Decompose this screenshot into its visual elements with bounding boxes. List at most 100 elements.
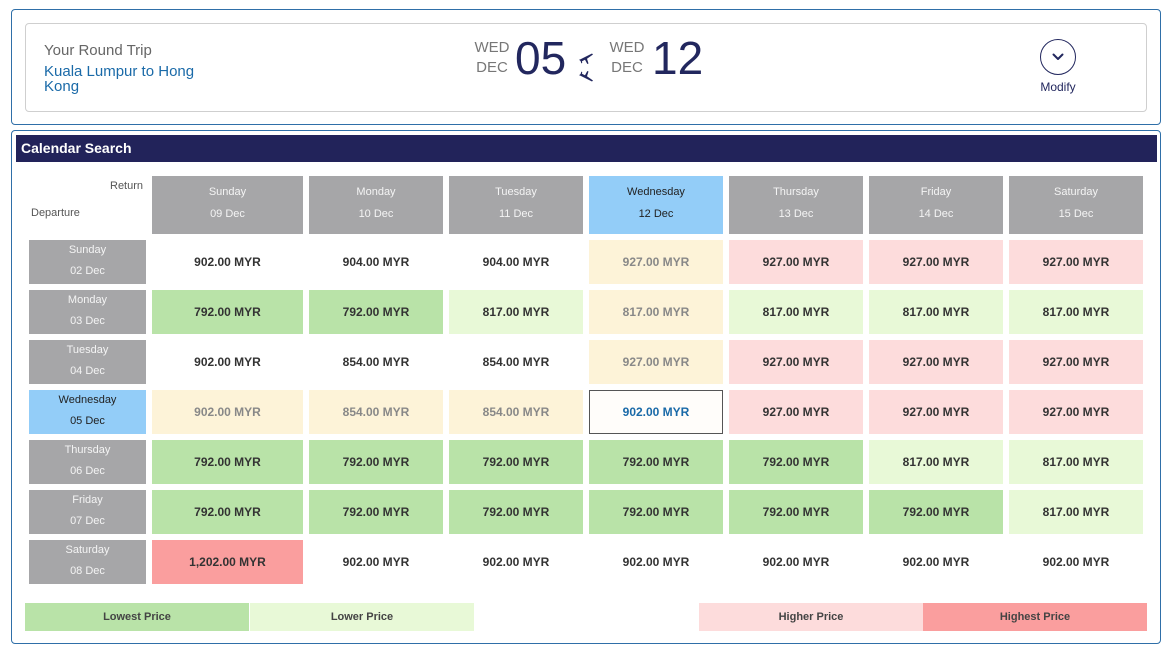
price-cell[interactable]: 902.00 MYR xyxy=(869,540,1003,584)
price-cell[interactable]: 902.00 MYR xyxy=(152,240,303,284)
trip-summary-card: Your Round Trip Kuala Lumpur to Hong Kon… xyxy=(25,23,1147,112)
modify-label[interactable]: Modify xyxy=(1040,80,1076,94)
return-date-label: 14 Dec xyxy=(918,208,954,220)
price-cell[interactable]: 854.00 MYR xyxy=(449,340,583,384)
return-weekday-month: WED DEC xyxy=(607,38,647,78)
price-cell[interactable]: 792.00 MYR xyxy=(449,490,583,534)
modify-button[interactable]: Modify xyxy=(1024,38,1092,94)
departure-month: DEC xyxy=(476,59,508,76)
modify-toggle[interactable] xyxy=(1040,39,1076,75)
departure-date-label: 07 Dec xyxy=(70,515,105,527)
price-cell[interactable]: 792.00 MYR xyxy=(152,490,303,534)
price-cell[interactable]: 817.00 MYR xyxy=(729,290,863,334)
price-cell[interactable]: 817.00 MYR xyxy=(869,440,1003,484)
price-cell[interactable]: 902.00 MYR xyxy=(152,390,303,434)
price-cell[interactable]: 792.00 MYR xyxy=(589,440,723,484)
return-column-header: Wednesday 12 Dec xyxy=(589,176,723,234)
price-cell[interactable]: 927.00 MYR xyxy=(729,240,863,284)
departure-date-label: 06 Dec xyxy=(70,465,105,477)
return-column-header: Saturday 15 Dec xyxy=(1009,176,1143,234)
return-date-label: 13 Dec xyxy=(778,208,814,220)
return-date-label: 11 Dec xyxy=(498,208,534,220)
price-cell[interactable]: 1,202.00 MYR xyxy=(152,540,303,584)
departure-day-name: Friday xyxy=(72,494,103,506)
return-day-name: Tuesday xyxy=(495,186,537,198)
return-column-header: Tuesday 11 Dec xyxy=(449,176,583,234)
price-cell[interactable]: 817.00 MYR xyxy=(589,290,723,334)
return-day-name: Saturday xyxy=(1053,186,1099,198)
calendar-header: Calendar Search xyxy=(16,135,1157,162)
return-day-name: Thursday xyxy=(773,186,819,198)
price-cell[interactable]: 854.00 MYR xyxy=(449,390,583,434)
price-cell[interactable]: 854.00 MYR xyxy=(309,390,443,434)
return-day-name: Monday xyxy=(356,186,396,198)
landing-plane-icon xyxy=(579,71,593,82)
price-cell[interactable]: 927.00 MYR xyxy=(869,240,1003,284)
return-date-label: 15 Dec xyxy=(1058,208,1094,220)
price-cell[interactable]: 792.00 MYR xyxy=(729,490,863,534)
return-column-header: Friday 14 Dec xyxy=(869,176,1003,234)
price-cell[interactable]: 902.00 MYR xyxy=(449,540,583,584)
trip-title: Your Round Trip xyxy=(44,42,152,59)
price-cell[interactable]: 817.00 MYR xyxy=(1009,440,1143,484)
price-cell[interactable]: 902.00 MYR xyxy=(589,390,723,434)
price-cell[interactable]: 792.00 MYR xyxy=(869,490,1003,534)
price-cell[interactable]: 927.00 MYR xyxy=(1009,390,1143,434)
price-cell[interactable]: 927.00 MYR xyxy=(589,340,723,384)
departure-day-name: Sunday xyxy=(68,244,107,256)
legend-lower: Lower Price xyxy=(250,603,474,631)
price-cell[interactable]: 902.00 MYR xyxy=(152,340,303,384)
return-date-label: 12 Dec xyxy=(638,208,674,220)
return-axis-label: Return xyxy=(110,180,144,192)
price-cell[interactable]: 792.00 MYR xyxy=(309,490,443,534)
return-month: DEC xyxy=(611,59,643,76)
legend-lowest: Lowest Price xyxy=(25,603,249,631)
legend-higher: Higher Price xyxy=(699,603,923,631)
price-cell[interactable]: 817.00 MYR xyxy=(449,290,583,334)
departure-row-header: Monday 03 Dec xyxy=(29,290,146,334)
price-cell[interactable]: 792.00 MYR xyxy=(729,440,863,484)
return-day-name: Wednesday xyxy=(627,186,685,198)
price-cell[interactable]: 902.00 MYR xyxy=(589,540,723,584)
price-cell[interactable]: 792.00 MYR xyxy=(152,290,303,334)
price-cell[interactable]: 902.00 MYR xyxy=(1009,540,1143,584)
return-day: 12 xyxy=(652,32,704,84)
return-weekday: WED xyxy=(609,39,645,56)
price-cell[interactable]: 904.00 MYR xyxy=(309,240,443,284)
price-cell[interactable]: 792.00 MYR xyxy=(309,290,443,334)
price-cell[interactable]: 854.00 MYR xyxy=(309,340,443,384)
legend-highest: Highest Price xyxy=(923,603,1147,631)
return-column-header: Thursday 13 Dec xyxy=(729,176,863,234)
price-cell[interactable]: 792.00 MYR xyxy=(152,440,303,484)
departure-axis-label: Departure xyxy=(31,207,80,219)
departure-date-label: 04 Dec xyxy=(70,365,105,377)
price-cell[interactable]: 902.00 MYR xyxy=(729,540,863,584)
departure-weekday: WED xyxy=(474,39,510,56)
departure-row-header: Thursday 06 Dec xyxy=(29,440,146,484)
price-cell[interactable]: 817.00 MYR xyxy=(869,290,1003,334)
calendar-panel: Calendar Search xyxy=(11,130,1161,644)
price-cell[interactable]: 792.00 MYR xyxy=(449,440,583,484)
price-cell[interactable]: 927.00 MYR xyxy=(729,390,863,434)
price-cell[interactable]: 927.00 MYR xyxy=(869,390,1003,434)
departure-day-name: Saturday xyxy=(65,544,110,556)
price-cell[interactable]: 927.00 MYR xyxy=(869,340,1003,384)
price-cell[interactable]: 902.00 MYR xyxy=(309,540,443,584)
price-cell[interactable]: 927.00 MYR xyxy=(1009,340,1143,384)
departure-date-label: 02 Dec xyxy=(70,265,105,277)
price-cell[interactable]: 927.00 MYR xyxy=(729,340,863,384)
price-cell[interactable]: 792.00 MYR xyxy=(589,490,723,534)
chevron-down-icon xyxy=(1052,53,1064,60)
price-cell[interactable]: 927.00 MYR xyxy=(1009,240,1143,284)
departure-row-header: Friday 07 Dec xyxy=(29,490,146,534)
price-cell[interactable]: 792.00 MYR xyxy=(309,440,443,484)
price-cell[interactable]: 817.00 MYR xyxy=(1009,290,1143,334)
price-cell[interactable]: 927.00 MYR xyxy=(589,240,723,284)
price-cell[interactable]: 817.00 MYR xyxy=(1009,490,1143,534)
return-day-name: Friday xyxy=(920,186,952,198)
trip-summary-panel: Your Round Trip Kuala Lumpur to Hong Kon… xyxy=(11,9,1161,125)
price-cell[interactable]: 904.00 MYR xyxy=(449,240,583,284)
departure-row-header: Saturday 08 Dec xyxy=(29,540,146,584)
trip-route: Kuala Lumpur to Hong Kong xyxy=(44,63,195,95)
departure-row-header: Wednesday 05 Dec xyxy=(29,390,146,434)
